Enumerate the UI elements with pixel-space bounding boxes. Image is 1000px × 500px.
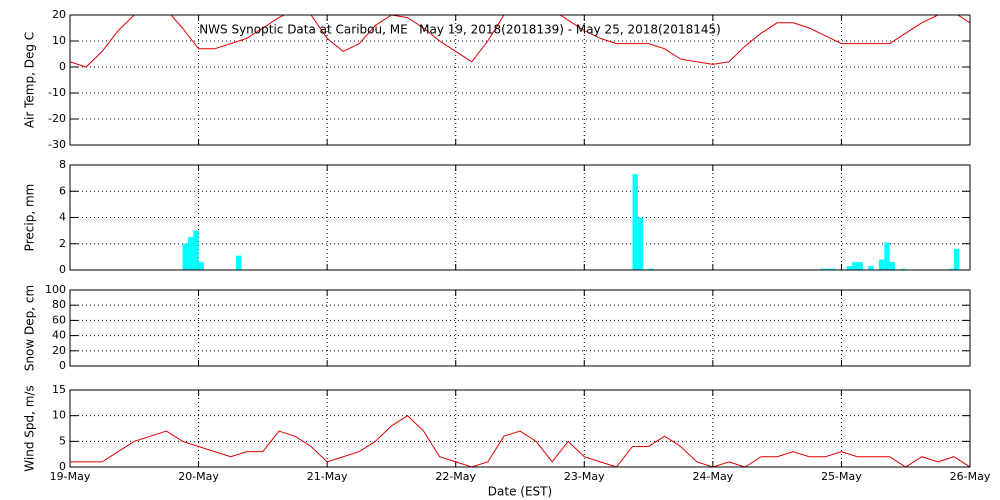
y-axis-label: Snow Dep, cm [23,285,37,371]
bar [868,266,874,270]
bar [953,249,960,270]
bar [648,268,654,270]
line [70,15,970,68]
line [70,415,970,467]
bar [182,243,188,270]
x-tick-label: 20-May [178,470,219,483]
y-tick-label: 10 [52,409,66,422]
y-tick-label: 0 [59,60,66,73]
y-tick-label: 4 [59,211,66,224]
bar [846,266,853,270]
y-tick-label: 100 [45,283,66,296]
bar [198,262,204,270]
x-axis-label: Date (EST) [488,485,552,499]
bar [889,262,895,270]
bar [878,259,885,270]
y-tick-label: 10 [52,34,66,47]
plot-frame [69,164,971,271]
y-tick-label: 40 [52,329,66,342]
plot-frame [69,289,971,367]
bar [857,262,863,270]
y-tick-label: 20 [52,8,66,21]
plot-area [70,415,970,467]
y-tick-label: 2 [59,237,66,250]
y-tick-label: 8 [59,158,66,171]
plot-area [182,174,960,270]
y-tick-label: 60 [52,313,66,326]
x-tick-label: 19-May [50,470,91,483]
y-tick-label: 6 [59,184,66,197]
y-tick-label: 0 [59,263,66,276]
x-tick-label: 26-May [950,470,991,483]
y-axis-label: Wind Spd, m/s [23,385,37,471]
bar [632,174,638,270]
y-tick-label: 80 [52,298,66,311]
x-tick-label: 21-May [307,470,348,483]
bar [900,268,906,270]
y-axis-label: Air Temp, Deg C [23,32,37,128]
x-tick-label: 22-May [435,470,476,483]
plot-frame [69,14,971,146]
y-tick-label: 20 [52,344,66,357]
bar [820,268,826,270]
bar [236,255,242,270]
y-tick-label: -10 [48,86,66,99]
plot-frame [69,389,971,468]
y-tick-label: 0 [59,460,66,473]
bar [884,242,890,270]
x-tick-label: 23-May [564,470,605,483]
bar [187,237,194,270]
x-tick-label: 24-May [692,470,733,483]
x-tick-label: 25-May [821,470,862,483]
bar [852,262,858,270]
y-tick-label: 0 [59,359,66,372]
bar [948,268,954,270]
y-tick-label: 15 [52,383,66,396]
y-tick-label: -30 [48,138,66,151]
chart-title: NWS Synoptic Data at Caribou, ME May 19,… [199,23,721,37]
bar [193,230,199,270]
bar [637,217,644,270]
bar [830,268,837,270]
y-tick-label: -20 [48,112,66,125]
plot-area [70,15,970,68]
bar [825,268,831,270]
y-tick-label: 5 [59,434,66,447]
y-axis-label: Precip, mm [23,184,37,252]
